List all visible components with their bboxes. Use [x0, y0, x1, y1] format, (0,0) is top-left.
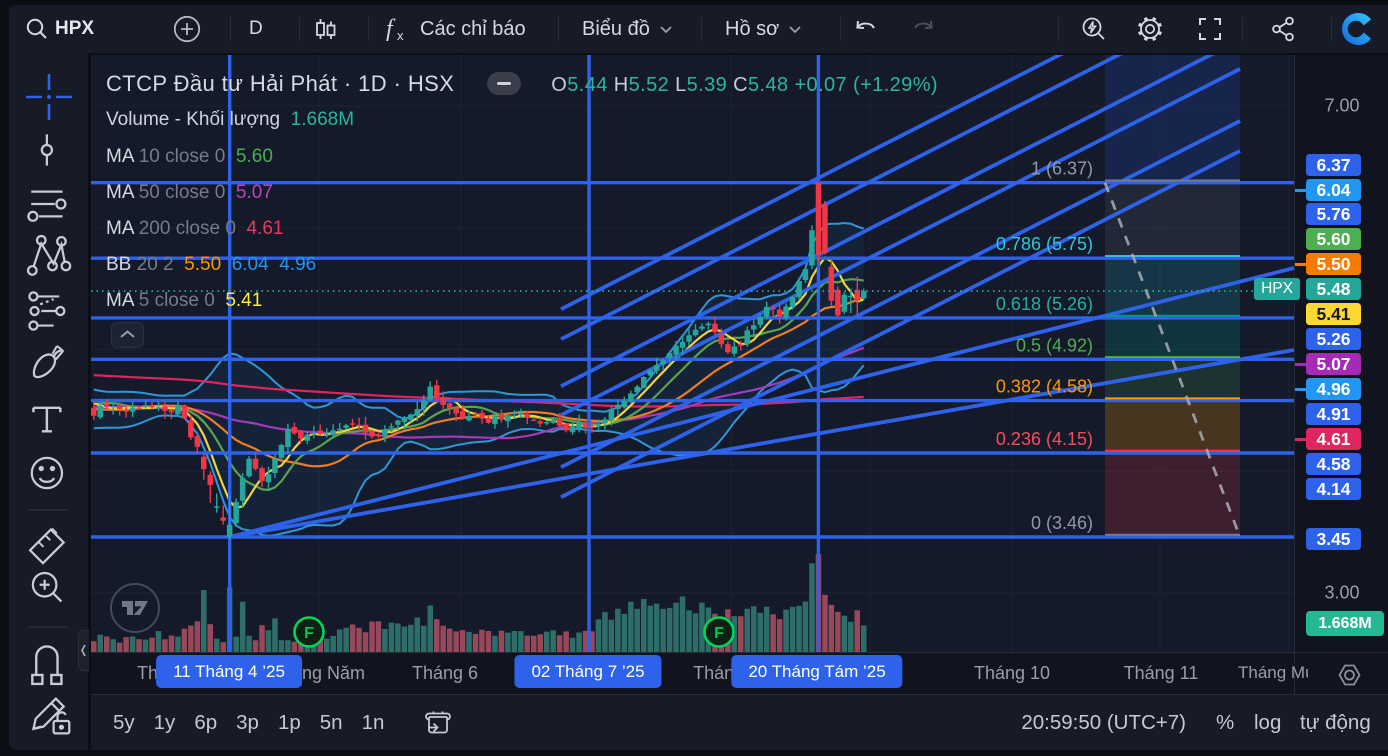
- svg-text:F: F: [714, 625, 724, 642]
- svg-text:0.382 (4.58): 0.382 (4.58): [996, 377, 1093, 397]
- svg-text:F: F: [304, 625, 314, 642]
- svg-text:0 (3.46): 0 (3.46): [1031, 513, 1093, 533]
- svg-text:f: f: [386, 16, 396, 42]
- svg-text:0.236 (4.15): 0.236 (4.15): [996, 429, 1093, 449]
- svg-text:x: x: [397, 28, 404, 43]
- svg-text:0.5 (4.92): 0.5 (4.92): [1016, 335, 1093, 355]
- svg-text:0.618 (5.26): 0.618 (5.26): [996, 294, 1093, 314]
- svg-text:1 (6.37): 1 (6.37): [1031, 159, 1093, 179]
- svg-text:0.786 (5.75): 0.786 (5.75): [996, 234, 1093, 254]
